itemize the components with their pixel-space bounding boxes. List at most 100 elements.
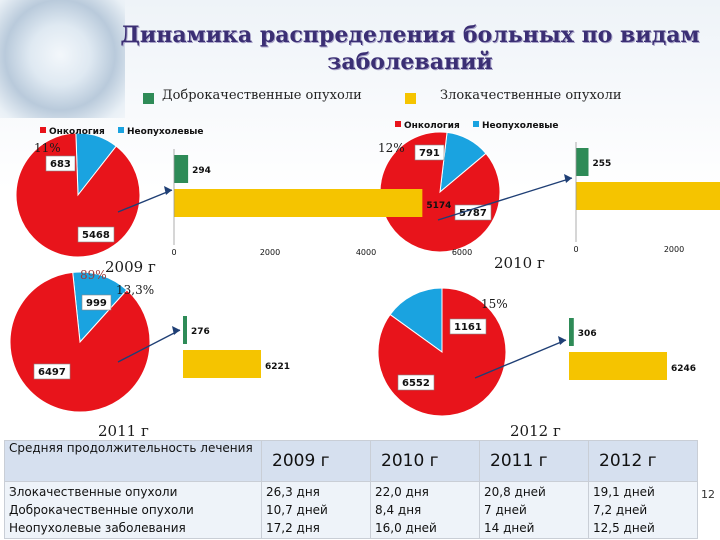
cell-value: 20,8 дней	[484, 485, 546, 499]
row-label-malignant: Злокачественные опухоли	[9, 485, 178, 499]
slide-title: Динамика распределения больных по видам …	[120, 22, 700, 75]
cell-value: 26,3 дня	[266, 485, 320, 499]
bar-value-label: 5174	[426, 201, 451, 211]
cell-value: 12,5 дней	[593, 521, 655, 535]
bar-malignant	[174, 189, 423, 217]
table-col-2010: 22,0 дня 8,4 дня 16,0 дней	[370, 481, 480, 539]
bar-benign	[174, 155, 189, 183]
pie-legend-swatch	[118, 127, 124, 133]
cell-value: 7,2 дней	[593, 503, 648, 517]
pie-legend-swatch	[40, 127, 46, 133]
bar-tick-label: 4000	[356, 248, 376, 257]
pie-value-label: 683	[50, 159, 71, 170]
bar-benign	[183, 316, 187, 344]
doctor-photo	[0, 0, 125, 118]
pie-value-label: 6552	[402, 378, 430, 389]
pie-slice	[379, 131, 501, 253]
table-header-label: Средняя продолжительность лечения	[4, 440, 262, 482]
bar-benign	[569, 318, 574, 346]
pct-label-2011: 13,3%	[116, 283, 155, 297]
malignant-legend-label: Злокачественные опухоли	[440, 88, 622, 103]
bar-value-label: 255	[592, 159, 611, 169]
cell-value: 10,7 дней	[266, 503, 328, 517]
connector-arrow	[437, 177, 573, 221]
arrow-head-icon	[564, 174, 572, 183]
bar-malignant	[576, 182, 720, 210]
bar-tick-label: 2000	[664, 245, 684, 254]
cell-value: 17,2 дня	[266, 521, 320, 535]
bar-benign	[576, 148, 589, 176]
year-label-2011: 2011 г	[98, 422, 149, 440]
cell-value: 14 дней	[484, 521, 535, 535]
cell-value: 19,1 дней	[593, 485, 655, 499]
benign-legend-label: Доброкачественные опухоли	[162, 88, 362, 103]
pie-slice	[389, 287, 443, 353]
benign-legend-swatch	[143, 93, 154, 104]
pie-value-label-bg	[414, 144, 445, 161]
page-number: 12	[701, 488, 715, 501]
pie-value-label: 1161	[454, 322, 482, 333]
bar-value-label: 306	[578, 329, 597, 339]
pie-chart-2009: 5468 683 5787 791 6497 999 6552 1161 Онкология Не…	[9, 121, 720, 417]
pie-value-label-bg	[81, 294, 112, 311]
arrow-head-icon	[172, 326, 180, 335]
row-label-benign: Доброкачественные опухоли	[9, 503, 194, 517]
row-label-nontumor: Неопухолевые заболевания	[9, 521, 186, 535]
bar-value-label: 276	[191, 327, 210, 337]
table-header-year: 2009 г	[261, 440, 371, 482]
connector-arrow	[117, 189, 173, 213]
bar-value-label: 6221	[265, 362, 290, 372]
pct-label-2009-oncology: 89%	[80, 268, 107, 282]
pie-legend-swatch	[395, 121, 401, 127]
pie-value-label-bg	[77, 226, 115, 243]
bar-tick-label: 6000	[452, 248, 472, 257]
table-header-row: Средняя продолжительность лечения 2009 г…	[4, 440, 698, 482]
pie-value-label: 5787	[459, 208, 487, 219]
cell-value: 16,0 дней	[375, 521, 437, 535]
table-header-year: 2010 г	[370, 440, 480, 482]
table-header-year: 2011 г	[479, 440, 589, 482]
cell-value: 22,0 дня	[375, 485, 429, 499]
pie-legend-label: Онкология	[404, 121, 460, 131]
connector-arrow	[117, 329, 181, 363]
pie-value-label-bg	[397, 374, 435, 391]
bar-value-label: 6246	[671, 364, 696, 374]
pct-label-2010: 12%	[378, 141, 405, 155]
cell-value: 8,4 дня	[375, 503, 422, 517]
bar-malignant	[183, 350, 261, 378]
pie-value-label: 6497	[38, 367, 66, 378]
pie-legend-label: Неопухолевые	[482, 121, 559, 131]
year-label-2012: 2012 г	[510, 422, 561, 440]
malignant-legend-swatch	[405, 93, 416, 104]
pct-label-2012: 15%	[481, 297, 508, 311]
table-col-2009: 26,3 дня 10,7 дней 17,2 дня	[261, 481, 371, 539]
arrow-head-icon	[558, 336, 566, 345]
table-row-labels: Злокачественные опухоли Доброкачественны…	[4, 481, 262, 539]
bar-tick-label: 0	[171, 248, 176, 257]
bar-tick-label: 2000	[260, 248, 280, 257]
bar-malignant	[569, 352, 667, 380]
pie-value-label: 791	[419, 148, 440, 159]
table-col-2011: 20,8 дней 7 дней 14 дней	[479, 481, 589, 539]
pie-value-label: 999	[86, 298, 107, 309]
pie-legend-label: Онкология	[49, 127, 105, 137]
year-label-2009: 2009 г	[105, 258, 156, 276]
bar-value-label: 294	[192, 166, 211, 176]
pie-value-label: 5468	[82, 230, 110, 241]
cell-value: 7 дней	[484, 503, 527, 517]
pie-value-label-bg	[45, 155, 76, 172]
pie-value-label-bg	[454, 204, 492, 221]
pie-legend-label: Неопухолевые	[127, 127, 204, 137]
pie-legend-swatch	[473, 121, 479, 127]
pct-label-2009: 11%	[34, 141, 61, 155]
table-header-year: 2012 г	[588, 440, 698, 482]
bar-tick-label: 0	[573, 245, 578, 254]
pie-value-label-bg	[33, 363, 71, 380]
arrow-head-icon	[164, 186, 172, 195]
year-label-2010: 2010 г	[494, 254, 545, 272]
treatment-duration-table: Средняя продолжительность лечения 2009 г…	[4, 440, 698, 539]
table-col-2012: 19,1 дней 7,2 дней 12,5 дней	[588, 481, 698, 539]
connector-arrow	[474, 339, 567, 379]
pie-value-label-bg	[449, 318, 487, 335]
table-body-row: Злокачественные опухоли Доброкачественны…	[4, 481, 698, 539]
